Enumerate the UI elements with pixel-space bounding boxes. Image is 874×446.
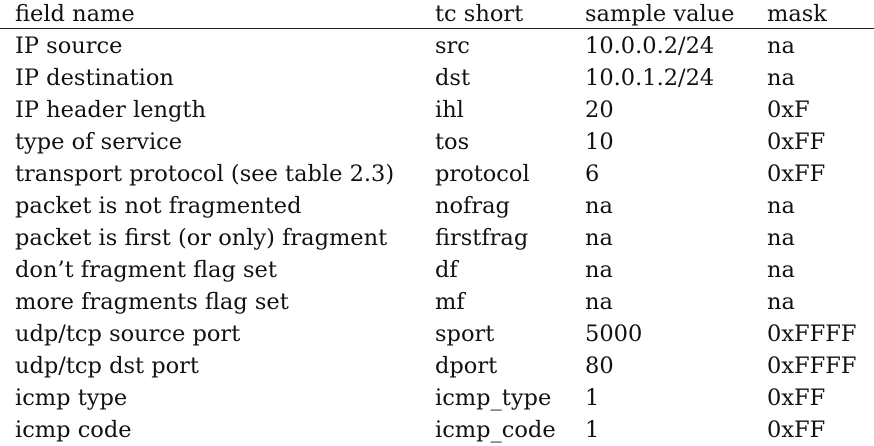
- cell-sample-value: 1: [585, 417, 600, 443]
- table-row: IP destination dst 10.0.1.2/24 na: [0, 62, 874, 94]
- table-header: field name tc short sample value mask: [0, 0, 874, 29]
- cell-sample-value: 10.0.1.2/24: [585, 65, 715, 91]
- cell-mask: 0xFF: [767, 161, 826, 187]
- cell-field-name: packet is not fragmented: [15, 193, 302, 219]
- header-mask: mask: [752, 0, 874, 29]
- cell-tc-short: ihl: [435, 97, 464, 123]
- cell-tc-short: nofrag: [435, 193, 510, 219]
- cell-tc-short: mf: [435, 289, 465, 315]
- cell-mask: 0xFF: [767, 385, 826, 411]
- table-row: IP source src 10.0.0.2/24 na: [0, 29, 874, 63]
- cell-mask: na: [767, 65, 795, 91]
- cell-mask: 0xFFFF: [767, 353, 857, 379]
- cell-mask: na: [767, 193, 795, 219]
- header-sample-value: sample value: [570, 0, 752, 29]
- table-row: type of service tos 10 0xFF: [0, 126, 874, 158]
- table-row: udp/tcp source port sport 5000 0xFFFF: [0, 318, 874, 350]
- cell-field-name: udp/tcp source port: [15, 321, 241, 347]
- cell-tc-short: df: [435, 257, 458, 283]
- table-row: packet is first (or only) fragment firstf…: [0, 222, 874, 254]
- cell-sample-value: na: [585, 257, 613, 283]
- cell-tc-short: icmp_type: [435, 385, 552, 411]
- cell-field-name: IP header length: [15, 97, 206, 123]
- cell-sample-value: 1: [585, 385, 600, 411]
- cell-field-name: IP source: [15, 32, 123, 59]
- cell-tc-short: dport: [435, 353, 498, 379]
- cell-sample-value: na: [585, 289, 613, 315]
- cell-sample-value: 10: [585, 129, 614, 155]
- header-field-name: field name: [0, 0, 420, 29]
- cell-tc-short: sport: [435, 321, 495, 347]
- table-row: icmp type icmp_type 1 0xFF: [0, 382, 874, 414]
- cell-mask: 0xF: [767, 97, 810, 123]
- cell-sample-value: 6: [585, 161, 600, 187]
- cell-sample-value: 10.0.0.2/24: [585, 32, 715, 59]
- cell-tc-short: src: [435, 32, 470, 59]
- cell-tc-short: tos: [435, 129, 470, 155]
- table-row: transport protocol (see table 2.3) protoc…: [0, 158, 874, 190]
- cell-sample-value: na: [585, 193, 613, 219]
- table-row: packet is not fragmented nofrag na na: [0, 190, 874, 222]
- cell-mask: 0xFF: [767, 417, 826, 443]
- cell-mask: 0xFFFF: [767, 321, 857, 347]
- cell-sample-value: na: [585, 225, 613, 251]
- cell-mask: 0xFF: [767, 129, 826, 155]
- cell-field-name: don’t fragment flag set: [15, 257, 277, 283]
- table-row: udp/tcp dst port dport 80 0xFFFF: [0, 350, 874, 382]
- cell-field-name: IP destination: [15, 65, 174, 91]
- header-tc-short: tc short: [420, 0, 570, 29]
- table-row: IP header length ihl 20 0xF: [0, 94, 874, 126]
- table-row: don’t fragment flag set df na na: [0, 254, 874, 286]
- table-row: icmp code icmp_code 1 0xFF: [0, 414, 874, 446]
- table-body: IP source src 10.0.0.2/24 na IP destination d…: [0, 29, 874, 446]
- cell-field-name: transport protocol (see table 2.3): [15, 161, 395, 187]
- cell-mask: na: [767, 289, 795, 315]
- cell-mask: na: [767, 32, 795, 59]
- cell-field-name: more fragments flag set: [15, 289, 289, 315]
- cell-tc-short: firstfrag: [435, 225, 529, 251]
- cell-sample-value: 80: [585, 353, 614, 379]
- cell-sample-value: 5000: [585, 321, 643, 347]
- cell-field-name: icmp type: [15, 385, 128, 411]
- cell-field-name: icmp code: [15, 417, 132, 443]
- cell-tc-short: icmp_code: [435, 417, 556, 443]
- header-row: field name tc short sample value mask: [0, 0, 874, 29]
- cell-tc-short: protocol: [435, 161, 530, 187]
- cell-mask: na: [767, 257, 795, 283]
- cell-field-name: udp/tcp dst port: [15, 353, 199, 379]
- cell-mask: na: [767, 225, 795, 251]
- cell-field-name: type of service: [15, 129, 183, 155]
- cell-sample-value: 20: [585, 97, 614, 123]
- cell-tc-short: dst: [435, 65, 470, 91]
- cell-field-name: packet is first (or only) fragment: [15, 225, 388, 251]
- table-row: more fragments flag set mf na na: [0, 286, 874, 318]
